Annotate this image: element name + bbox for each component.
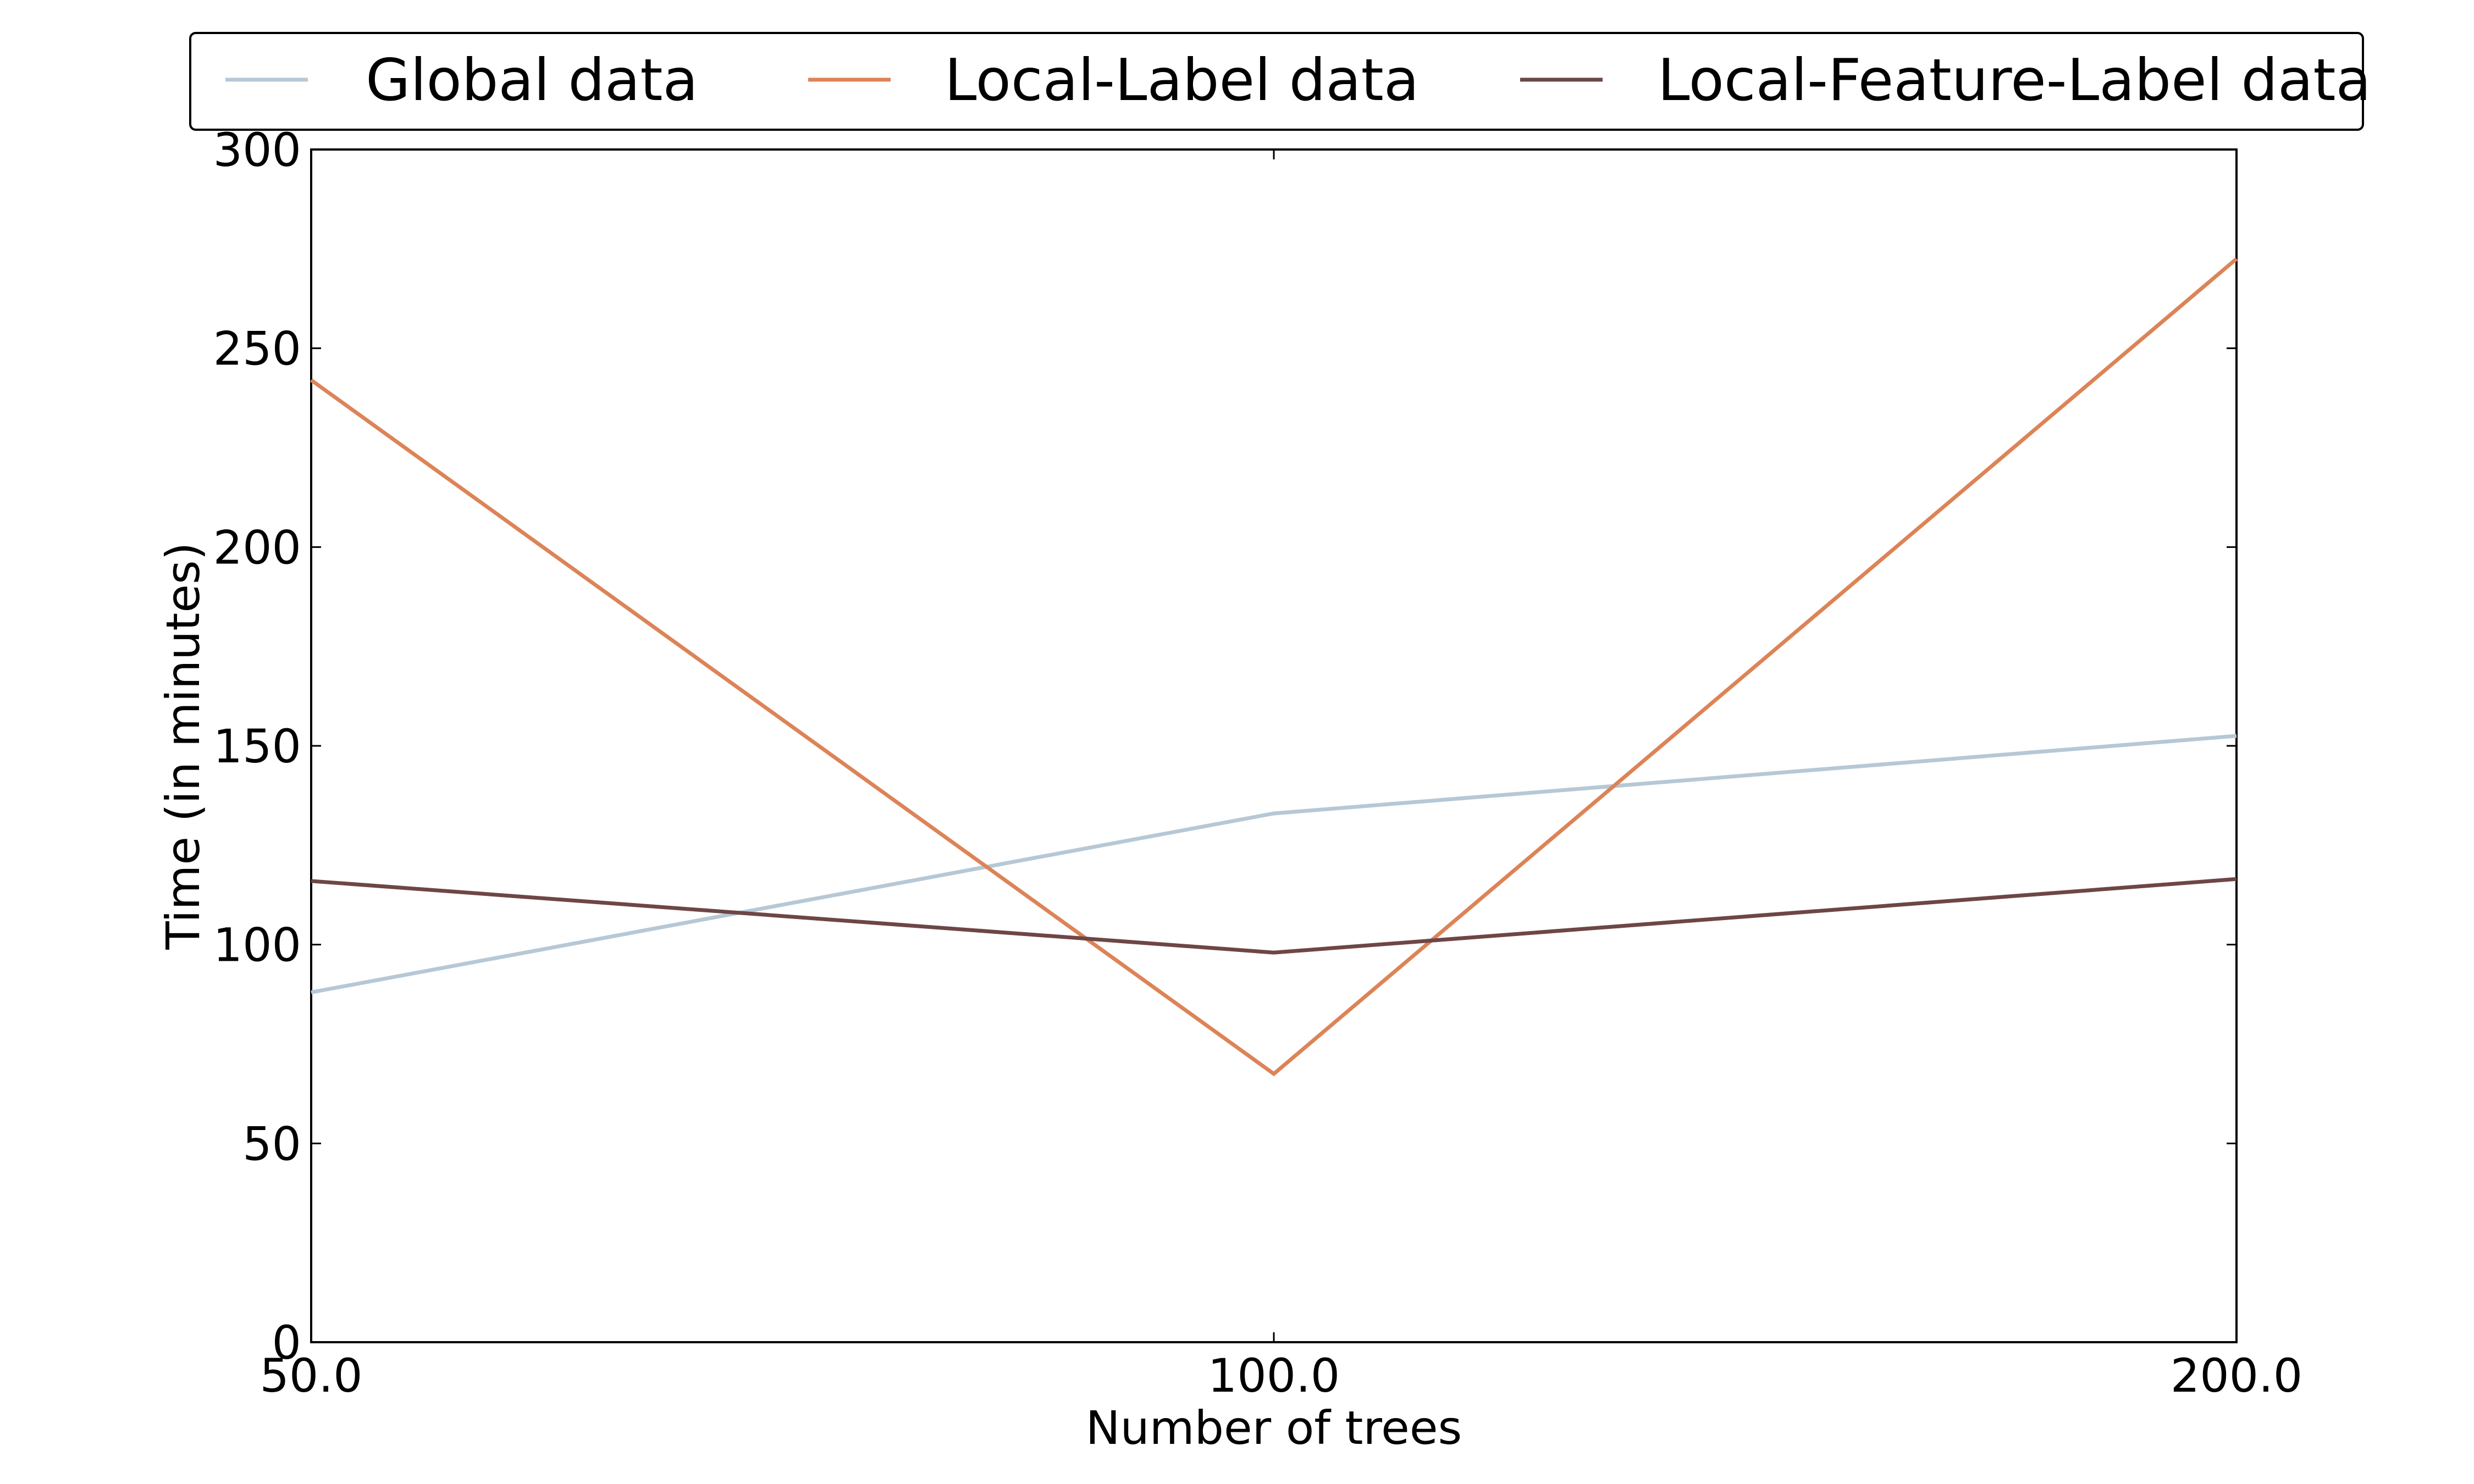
y-axis: 0 50 100 150 200 250 300 <box>213 123 2236 1370</box>
y-tick-label: 250 <box>213 322 301 376</box>
plot-frame <box>310 148 2238 1343</box>
x-tick-label: 100.0 <box>1208 1349 1340 1403</box>
series-line-local-label-data <box>310 257 2238 1077</box>
y-tick-label: 150 <box>213 719 301 773</box>
legend-label-global-data: Global data <box>366 47 698 114</box>
series-line-global-data <box>311 734 2237 994</box>
y-axis-title: Time (in minutes) <box>156 542 210 950</box>
legend: Global data Local-Label data Local-Featu… <box>189 32 2371 131</box>
y-tick-label: 0 <box>272 1316 301 1370</box>
legend-label-local-label-data: Local-Label data <box>945 47 1419 114</box>
x-tick-label: 200.0 <box>2171 1349 2302 1403</box>
x-axis-title: Number of trees <box>1086 1401 1462 1455</box>
y-tick-label: 50 <box>242 1117 301 1171</box>
legend-label-local-feature-label-data: Local-Feature-Label data <box>1658 47 2371 114</box>
x-axis: 50.0 100.0 200.0 <box>259 149 2302 1403</box>
x-tick-label: 50.0 <box>259 1349 362 1403</box>
y-tick-label: 300 <box>213 123 301 177</box>
y-tick-label: 100 <box>213 918 301 972</box>
series-lines <box>310 257 2238 1077</box>
legend-frame <box>189 32 2364 131</box>
y-tick-label: 200 <box>213 520 301 574</box>
series-line-local-feature-label-data <box>311 877 2237 955</box>
